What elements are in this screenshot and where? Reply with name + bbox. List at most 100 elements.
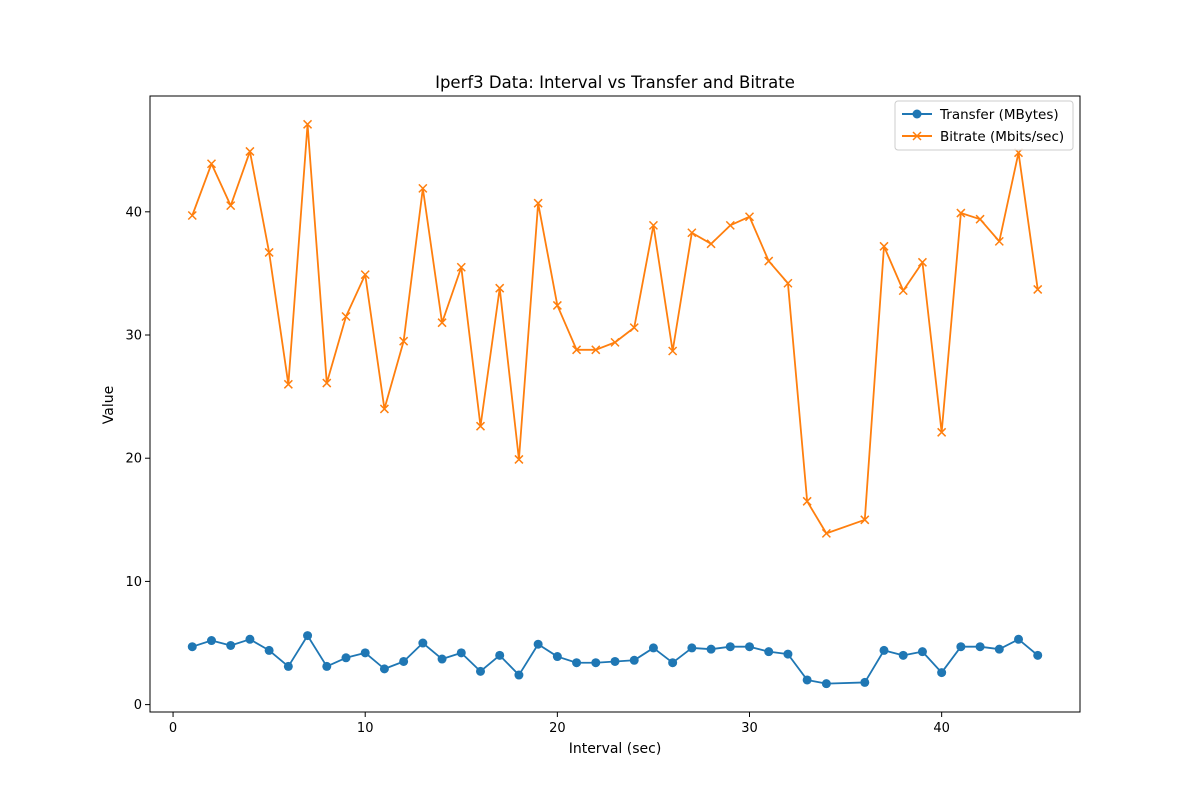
- x-axis-label: Interval (sec): [569, 741, 662, 757]
- data-point-bitrate: [879, 241, 889, 251]
- data-point-bitrate: [456, 262, 466, 272]
- data-point-transfer: [764, 647, 774, 657]
- data-point-bitrate: [245, 146, 255, 156]
- data-point-transfer: [322, 661, 332, 671]
- data-point-bitrate: [629, 323, 639, 333]
- data-point-transfer: [725, 642, 735, 652]
- data-point-transfer: [898, 650, 908, 660]
- data-point-bitrate: [572, 345, 582, 355]
- data-point-transfer: [495, 650, 505, 660]
- data-point-transfer: [917, 647, 927, 657]
- data-point-transfer: [533, 639, 543, 649]
- data-point-bitrate: [860, 515, 870, 525]
- data-point-bitrate: [552, 300, 562, 310]
- legend-marker-bitrate: [912, 131, 922, 141]
- data-point-bitrate: [437, 318, 447, 328]
- data-point-bitrate: [341, 311, 351, 322]
- data-point-transfer: [994, 644, 1004, 654]
- data-point-transfer: [629, 655, 639, 665]
- legend-box: [894, 100, 1074, 151]
- data-point-transfer: [1033, 650, 1043, 660]
- x-tick-label: 0: [169, 721, 177, 736]
- data-point-bitrate: [591, 345, 601, 355]
- data-point-transfer: [456, 648, 466, 658]
- data-point-transfer: [187, 642, 197, 652]
- data-point-transfer: [399, 656, 409, 666]
- chart-title: Iperf3 Data: Interval vs Transfer and Bi…: [435, 73, 795, 92]
- data-point-bitrate: [533, 198, 543, 208]
- data-point-bitrate: [475, 421, 486, 431]
- data-point-transfer: [552, 652, 562, 662]
- data-point-bitrate: [303, 119, 313, 129]
- data-point-bitrate: [687, 228, 697, 238]
- legend: Transfer (MBytes) Bitrate (Mbits/sec): [894, 100, 1074, 151]
- data-point-bitrate: [821, 528, 831, 538]
- data-point-bitrate: [399, 336, 409, 346]
- data-point-bitrate: [495, 283, 505, 293]
- data-point-transfer: [879, 645, 889, 655]
- data-point-transfer: [341, 653, 351, 663]
- data-point-transfer: [668, 658, 678, 668]
- data-point-bitrate: [764, 256, 774, 266]
- data-point-transfer: [956, 642, 966, 652]
- data-point-transfer: [687, 643, 697, 653]
- data-point-transfer: [475, 666, 485, 676]
- data-point-transfer: [937, 668, 947, 678]
- data-point-bitrate: [1033, 284, 1043, 294]
- data-point-bitrate: [783, 278, 793, 288]
- data-point-transfer: [514, 670, 524, 680]
- data-point-bitrate: [379, 404, 389, 414]
- data-point-transfer: [437, 654, 447, 664]
- data-point-transfer: [783, 649, 793, 659]
- data-point-bitrate: [206, 159, 217, 169]
- data-point-transfer: [226, 640, 236, 650]
- data-point-transfer: [303, 631, 313, 641]
- data-point-transfer: [418, 638, 428, 648]
- data-point-bitrate: [994, 236, 1004, 246]
- data-point-bitrate: [744, 212, 755, 222]
- data-point-bitrate: [187, 210, 197, 221]
- data-point-transfer: [860, 677, 870, 687]
- y-axis-ticks: 0 10 20 30 40: [125, 205, 150, 713]
- legend-label-transfer: Transfer (MBytes): [939, 107, 1059, 123]
- y-tick-label: 10: [125, 575, 142, 590]
- data-point-bitrate: [975, 214, 985, 224]
- data-point-bitrate: [226, 201, 236, 211]
- legend-marker-transfer: [912, 109, 922, 119]
- data-point-transfer: [648, 643, 658, 653]
- data-point-bitrate: [264, 247, 274, 257]
- y-tick-label: 30: [125, 329, 142, 344]
- data-point-transfer: [802, 675, 812, 685]
- data-point-bitrate: [898, 286, 908, 296]
- legend-label-bitrate: Bitrate (Mbits/sec): [940, 129, 1064, 145]
- data-point-bitrate: [648, 220, 658, 230]
- plot-content: [187, 119, 1043, 689]
- data-point-bitrate: [283, 379, 293, 389]
- axes-frame: [149, 95, 1081, 713]
- data-point-bitrate: [322, 378, 332, 388]
- y-tick-label: 40: [125, 205, 142, 220]
- data-point-transfer: [264, 645, 274, 655]
- data-point-transfer: [379, 664, 389, 674]
- x-tick-label: 10: [357, 721, 374, 736]
- data-point-bitrate: [937, 427, 947, 437]
- data-point-transfer: [245, 634, 255, 644]
- data-point-transfer: [572, 658, 582, 668]
- x-tick-label: 30: [741, 721, 758, 736]
- data-point-transfer: [706, 644, 716, 654]
- data-point-bitrate: [725, 220, 735, 230]
- data-point-transfer: [283, 661, 293, 671]
- data-point-bitrate: [610, 337, 620, 347]
- data-point-transfer: [591, 658, 601, 668]
- data-point-transfer: [206, 636, 216, 646]
- data-point-bitrate: [802, 496, 812, 506]
- data-point-transfer: [745, 642, 755, 652]
- data-point-transfer: [1014, 634, 1024, 644]
- y-tick-label: 0: [134, 698, 142, 713]
- data-point-transfer: [360, 648, 370, 658]
- x-tick-label: 20: [549, 721, 566, 736]
- data-point-transfer: [975, 642, 985, 652]
- data-point-transfer: [610, 656, 620, 666]
